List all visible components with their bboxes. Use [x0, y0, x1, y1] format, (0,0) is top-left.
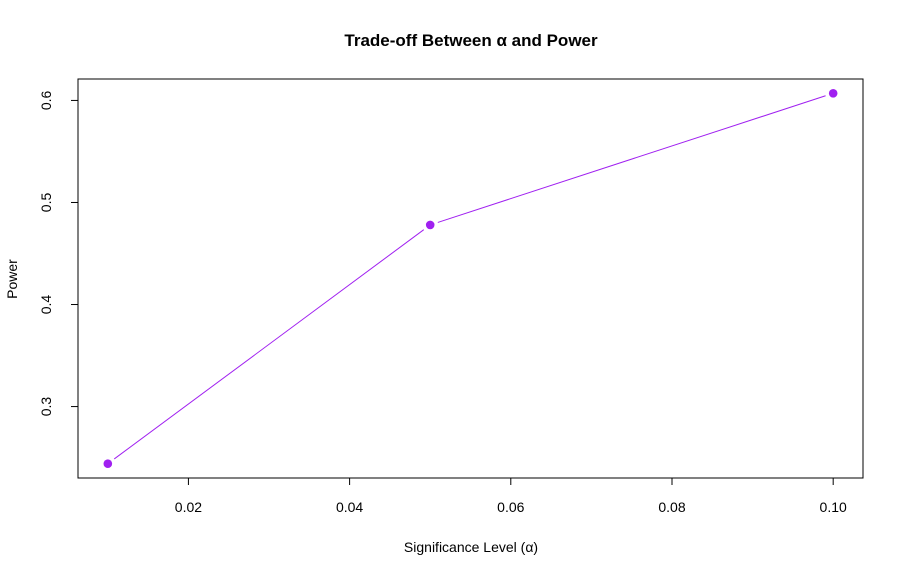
x-axis: 0.02 0.04 0.06 0.08 0.10: [175, 477, 847, 515]
x-tick-label: 0.04: [336, 499, 363, 515]
x-tick-label: 0.08: [658, 499, 685, 515]
line-segment: [113, 229, 425, 460]
x-axis-label: Significance Level (α): [404, 539, 538, 555]
y-tick-label: 0.3: [38, 397, 54, 417]
data-point: [103, 459, 113, 469]
y-tick-label: 0.4: [38, 295, 54, 315]
x-tick-label: 0.10: [820, 499, 847, 515]
y-axis: 0.3 0.4 0.5 0.6: [38, 90, 79, 417]
data-point: [425, 220, 435, 230]
plot-frame: [77, 78, 864, 479]
x-tick-label: 0.02: [175, 499, 202, 515]
line-segment: [437, 95, 826, 223]
series-power: [103, 88, 838, 469]
y-tick-label: 0.5: [38, 193, 54, 213]
y-tick-label: 0.6: [38, 90, 54, 110]
data-point: [828, 88, 838, 98]
chart-title: Trade-off Between α and Power: [344, 31, 598, 50]
x-tick-label: 0.06: [497, 499, 524, 515]
y-axis-label: Power: [4, 259, 20, 299]
